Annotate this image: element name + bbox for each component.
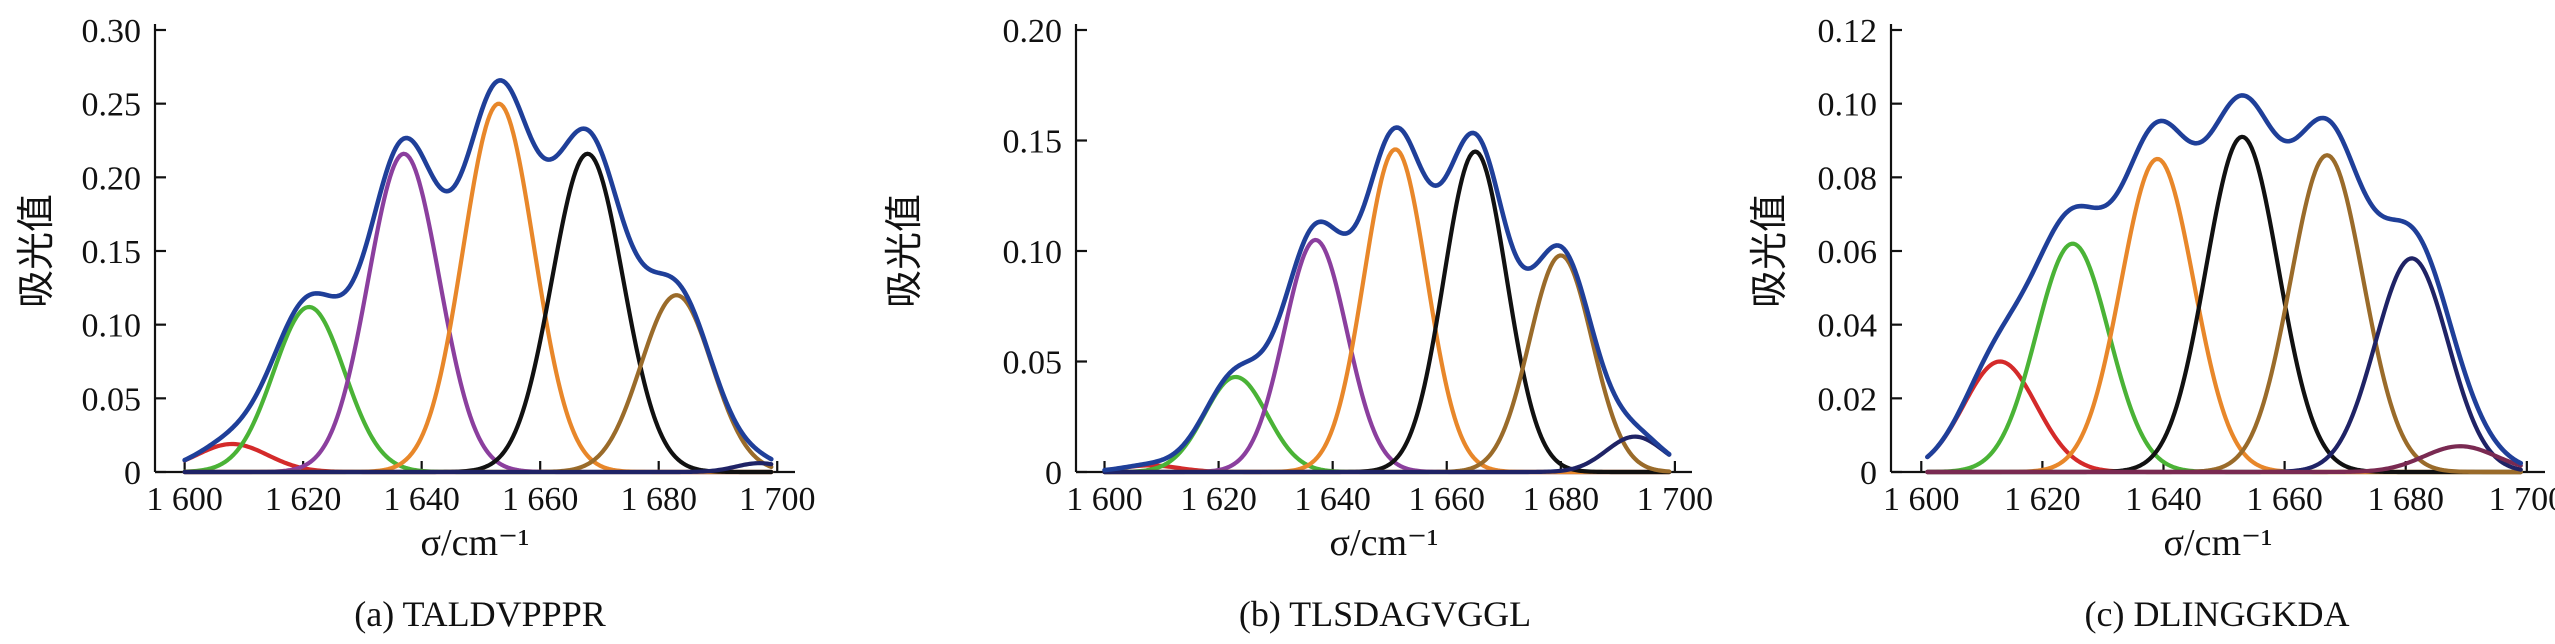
x-tick-label: 1 660 — [1408, 481, 1485, 518]
y-tick-label: 0.05 — [82, 381, 142, 418]
component-band-curve-3 — [182, 151, 774, 475]
y-tick-label: 0.04 — [1818, 308, 1878, 345]
component-band-curve-2 — [182, 304, 774, 475]
x-tick-label: 1 700 — [739, 481, 816, 518]
y-tick-label: 0.06 — [1818, 234, 1878, 271]
y-tick-label: 0.15 — [82, 234, 142, 271]
x-tick-label: 1 600 — [146, 481, 223, 518]
x-tick-label: 1 620 — [265, 481, 342, 518]
y-tick-label: 0 — [1860, 455, 1877, 492]
y-tick-label: 0.10 — [1818, 87, 1878, 124]
y-tick-label: 0.02 — [1818, 381, 1878, 418]
component-band-curve-3 — [1925, 156, 2523, 475]
x-tick-label: 1 640 — [1294, 481, 1371, 518]
x-tick-label: 1 700 — [1637, 481, 1714, 518]
y-tick-label: 0.30 — [82, 13, 142, 50]
component-band-curve-5 — [1925, 153, 2523, 475]
panel-caption: (c) DLINGGKDA — [2085, 594, 2350, 634]
chart-panel-1: 0 0.05 0.10 0.15 0.20 0.25 0.30 1 600 1 620 1 640… — [16, 13, 815, 634]
x-tick-label: 1 680 — [620, 481, 697, 518]
envelope-curve — [182, 78, 774, 463]
component-band-curve-7 — [182, 461, 774, 475]
x-tick-label: 1 700 — [2489, 481, 2555, 518]
x-tick-label: 1 620 — [1180, 481, 1257, 518]
x-tick-label: 1 660 — [502, 481, 579, 518]
y-tick-label: 0.12 — [1818, 13, 1878, 50]
envelope-curve — [1925, 93, 2524, 466]
y-tick-label: 0.20 — [82, 160, 142, 197]
y-tick-label: 0.15 — [1003, 124, 1063, 161]
x-axis-title: σ/cm⁻¹ — [1330, 522, 1439, 564]
y-tick-label: 0.05 — [1003, 345, 1063, 382]
x-axis-title: σ/cm⁻¹ — [421, 522, 530, 564]
chart-panel-2: 0 0.05 0.10 0.15 0.20 1 600 1 620 1 640 1 660 1 6… — [884, 13, 1713, 634]
envelope-curve — [1102, 125, 1672, 473]
x-tick-label: 1 620 — [2004, 481, 2081, 518]
x-tick-label: 1 640 — [2125, 481, 2202, 518]
chart-panel-3: 0 0.02 0.04 0.06 0.08 0.10 0.12 1 600 1 620 1 640… — [1749, 13, 2555, 634]
y-tick-label: 0.10 — [82, 308, 142, 345]
x-tick-label: 1 680 — [1523, 481, 1600, 518]
x-axis-title: σ/cm⁻¹ — [2164, 522, 2273, 564]
component-band-curve-7 — [1925, 444, 2523, 475]
y-axis-title: 吸光值 — [1749, 194, 1791, 308]
panel-caption: (a) TALDVPPPR — [354, 594, 605, 634]
panel-caption: (b) TLSDAGVGGL — [1239, 594, 1531, 634]
y-tick-label: 0.20 — [1003, 13, 1063, 50]
x-tick-label: 1 600 — [1066, 481, 1143, 518]
component-band-curve-7 — [1102, 434, 1672, 475]
y-tick-label: 0.25 — [82, 87, 142, 124]
y-tick-label: 0.10 — [1003, 234, 1063, 271]
y-tick-label: 0 — [124, 455, 141, 492]
x-tick-label: 1 680 — [2367, 481, 2444, 518]
x-tick-label: 1 660 — [2246, 481, 2323, 518]
x-tick-label: 1 600 — [1883, 481, 1960, 518]
component-band-curve-6 — [1925, 256, 2523, 475]
component-band-curve-6 — [182, 293, 774, 475]
component-band-curve-2 — [1925, 241, 2523, 475]
y-tick-label: 0 — [1045, 455, 1062, 492]
y-axis-title: 吸光值 — [16, 194, 58, 308]
y-tick-label: 0.08 — [1818, 160, 1878, 197]
x-tick-label: 1 640 — [383, 481, 460, 518]
component-band-curve-5 — [182, 151, 774, 475]
y-axis-title: 吸光值 — [884, 194, 926, 308]
